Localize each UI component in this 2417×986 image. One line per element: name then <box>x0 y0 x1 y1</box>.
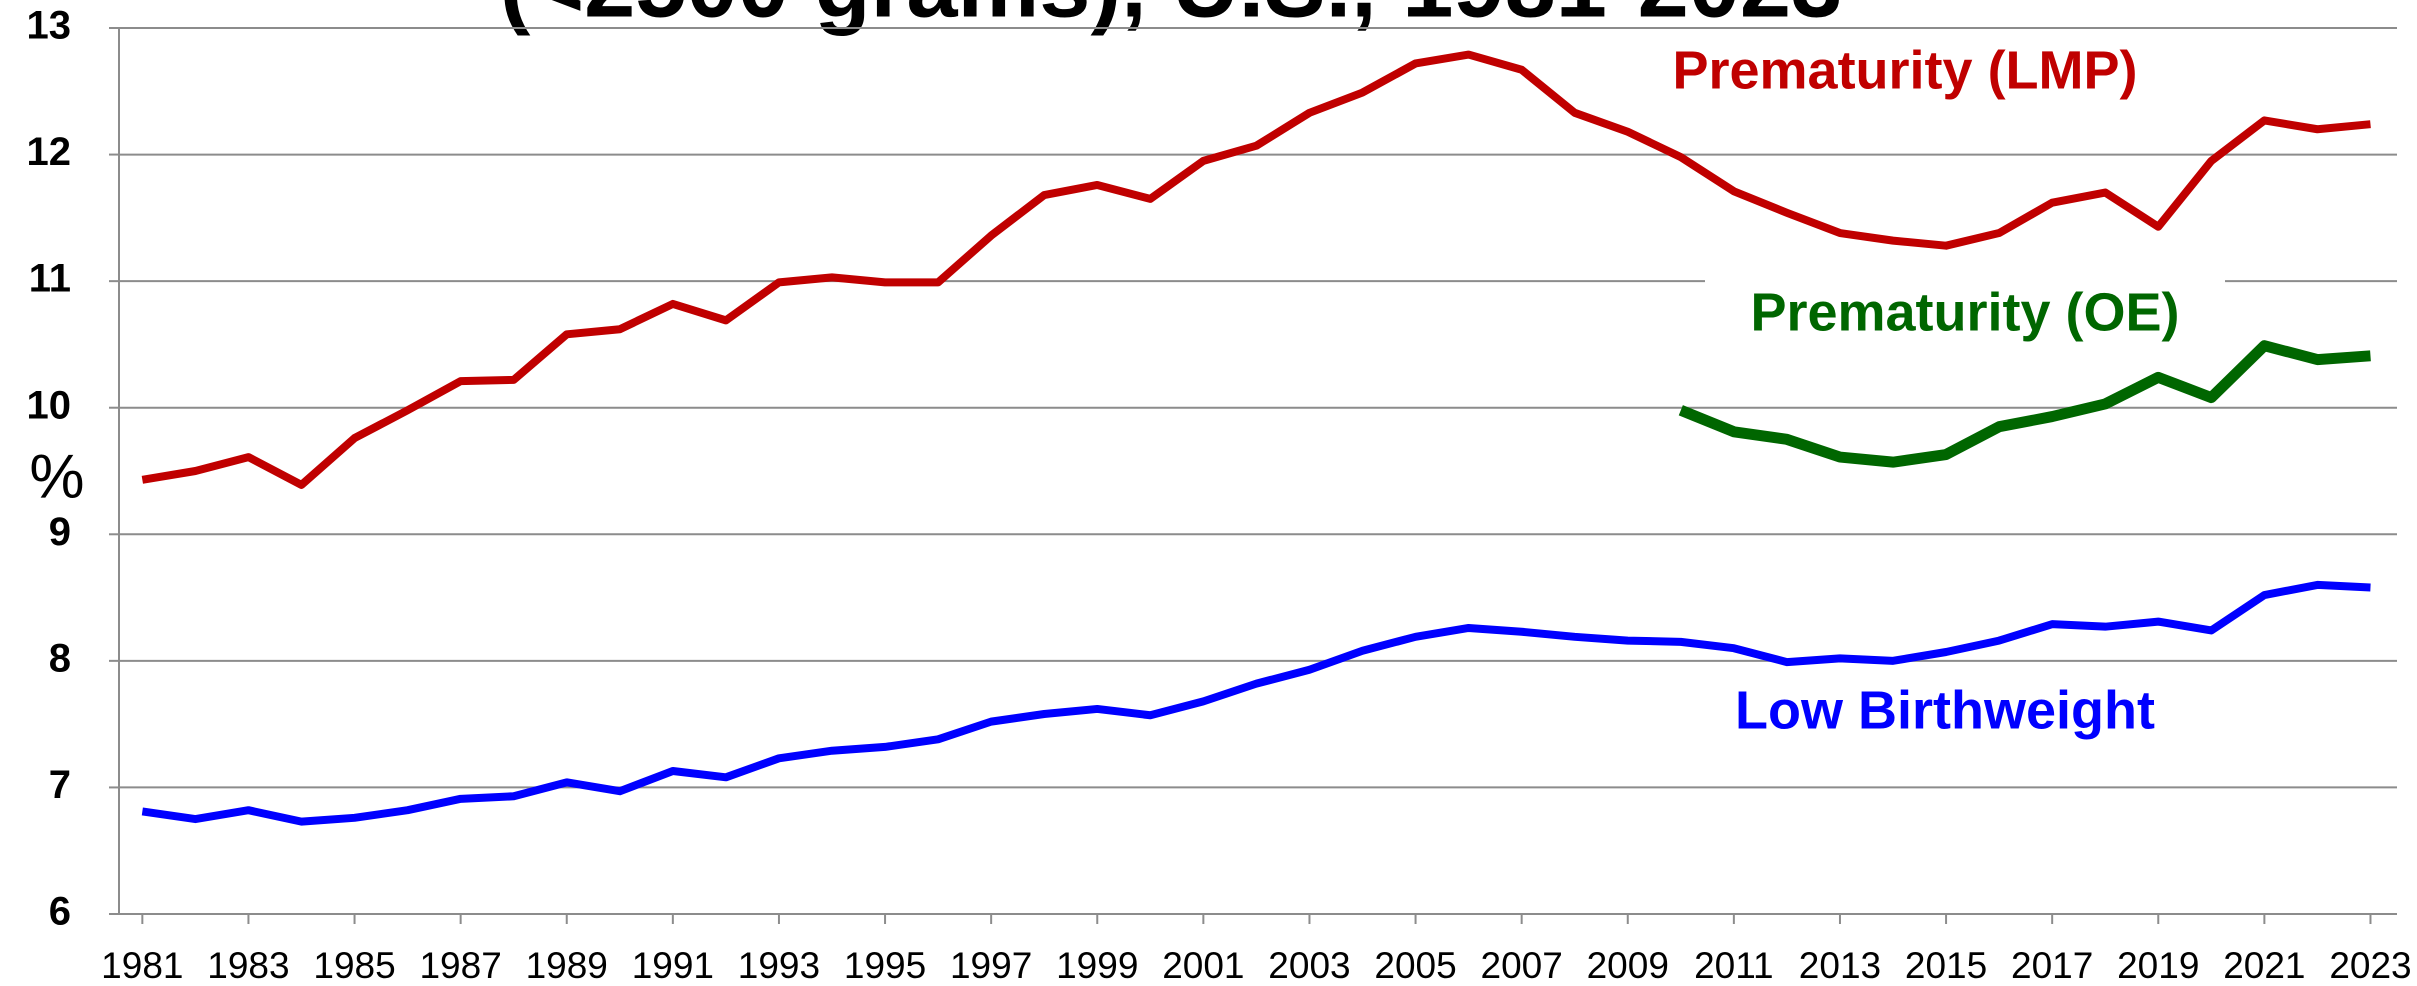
x-tick-label: 2005 <box>1374 945 1456 986</box>
x-tick-label: 1999 <box>1056 945 1138 986</box>
y-tick-label: 7 <box>49 763 71 807</box>
y-tick-label: 13 <box>27 4 72 48</box>
x-tick-label: 2003 <box>1268 945 1350 986</box>
y-tick-label: 6 <box>49 890 71 934</box>
x-tick-label: 2013 <box>1799 945 1881 986</box>
x-tick-label: 1995 <box>844 945 926 986</box>
series-line <box>141 50 2371 489</box>
chart-title: (<2500 grams), U.S., 1981-2023 <box>500 0 1843 36</box>
series-label: Prematurity (OE) <box>1750 282 2179 342</box>
x-tick-label: 2019 <box>2117 945 2199 986</box>
x-tick-label: 1983 <box>207 945 289 986</box>
x-tick-label: 2001 <box>1162 945 1244 986</box>
y-tick-label: 10 <box>27 383 72 427</box>
x-tick-label: 2011 <box>1694 945 1774 986</box>
x-tick-label: 2023 <box>2329 945 2411 986</box>
x-tick-label: 2007 <box>1481 945 1563 986</box>
label-background <box>1715 674 2175 754</box>
series-line <box>141 580 2371 826</box>
y-axis-label: % <box>29 442 84 511</box>
series-label: Prematurity (LMP) <box>1672 40 2137 100</box>
label-background <box>1705 276 2225 356</box>
y-tick-label: 8 <box>49 636 71 680</box>
y-tick-label: 11 <box>29 257 71 301</box>
x-tick-label: 1981 <box>101 945 183 986</box>
x-tick-label: 2009 <box>1587 945 1669 986</box>
y-tick-label: 9 <box>49 510 71 554</box>
x-tick-label: 2017 <box>2011 945 2093 986</box>
x-tick-label: 1991 <box>632 945 714 986</box>
series-label: Low Birthweight <box>1735 680 2155 740</box>
x-tick-label: 2021 <box>2223 945 2305 986</box>
y-tick-label: 12 <box>27 130 72 174</box>
x-tick-label: 1985 <box>313 945 395 986</box>
series-line <box>1678 340 2371 468</box>
x-tick-label: 1993 <box>738 945 820 986</box>
x-tick-label: 1987 <box>419 945 501 986</box>
label-background <box>1625 34 2185 114</box>
x-tick-label: 2015 <box>1905 945 1987 986</box>
x-tick-label: 1989 <box>526 945 608 986</box>
x-tick-label: 1997 <box>950 945 1032 986</box>
